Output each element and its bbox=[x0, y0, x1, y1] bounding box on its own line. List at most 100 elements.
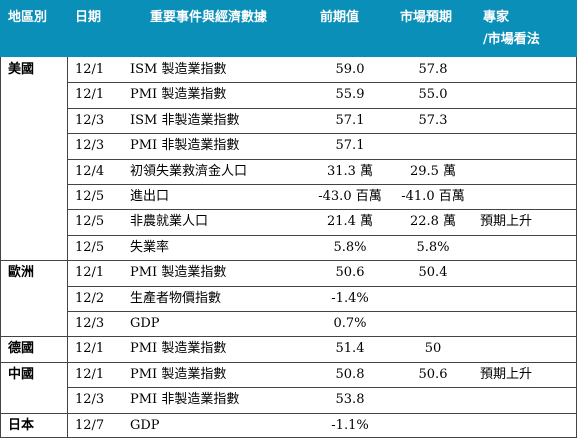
expected-value-cell: 50.6 bbox=[418, 366, 448, 382]
date-cell: 12/1 bbox=[75, 265, 105, 281]
event-cell: GDP bbox=[130, 417, 160, 433]
previous-value-cell: 50.8 bbox=[335, 366, 365, 382]
row-divider bbox=[67, 311, 577, 312]
table-row: 12/5 失業率 5.8% 5.8% bbox=[0, 235, 577, 260]
date-cell: 12/2 bbox=[75, 290, 105, 306]
table-row: 12/1 PMI 製造業指數 55.9 55.0 bbox=[0, 82, 577, 107]
header-event: 重要事件與經濟數據 bbox=[150, 10, 268, 25]
event-cell: PMI 非製造業指數 bbox=[130, 392, 240, 408]
previous-value-cell: 59.0 bbox=[335, 62, 365, 77]
date-cell: 12/1 bbox=[75, 366, 105, 382]
table-row: 美國 12/1 ISM 製造業指數 59.0 57.8 bbox=[0, 57, 577, 82]
expected-value-cell: 57.8 bbox=[418, 62, 448, 77]
table-row: 12/3 ISM 非製造業指數 57.1 57.3 bbox=[0, 108, 577, 133]
date-cell: 12/3 bbox=[75, 112, 105, 128]
row-divider bbox=[67, 108, 577, 109]
expected-value-cell: 50.4 bbox=[418, 265, 448, 281]
previous-value-cell: 57.1 bbox=[335, 138, 365, 154]
row-divider bbox=[67, 133, 577, 134]
date-cell: 12/1 bbox=[75, 341, 105, 357]
row-divider bbox=[67, 184, 577, 185]
previous-value-cell: 55.9 bbox=[335, 87, 365, 103]
group-divider bbox=[0, 336, 577, 337]
previous-value-cell: 53.8 bbox=[335, 392, 365, 408]
table-row: 12/4 初領失業救濟金人口 31.3 萬 29.5 萬 bbox=[0, 159, 577, 184]
event-cell: PMI 製造業指數 bbox=[130, 341, 227, 357]
header-date: 日期 bbox=[75, 10, 102, 25]
date-cell: 12/5 bbox=[75, 239, 105, 255]
expected-value-cell: 5.8% bbox=[416, 239, 450, 255]
event-cell: PMI 製造業指數 bbox=[130, 87, 227, 103]
header-region: 地區別 bbox=[8, 10, 48, 25]
table-row: 12/3 PMI 非製造業指數 57.1 bbox=[0, 133, 577, 158]
header-prev: 前期值 bbox=[320, 10, 360, 25]
table-border-left bbox=[0, 57, 1, 438]
event-cell: 進出口 bbox=[130, 189, 170, 204]
event-cell: GDP bbox=[130, 316, 160, 331]
table-row: 12/5 非農就業人口 21.4 萬 22.8 萬 預期上升 bbox=[0, 209, 577, 234]
group-divider bbox=[0, 413, 577, 414]
event-cell: ISM 製造業指數 bbox=[130, 62, 227, 77]
date-cell: 12/5 bbox=[75, 214, 105, 230]
previous-value-cell: -43.0 百萬 bbox=[318, 189, 382, 204]
previous-value-cell: 50.6 bbox=[335, 265, 365, 281]
expected-value-cell: 50 bbox=[424, 341, 442, 357]
previous-value-cell: 31.3 萬 bbox=[326, 163, 374, 179]
previous-value-cell: 0.7% bbox=[333, 316, 367, 331]
header-expert: 專家 bbox=[483, 10, 510, 25]
group-divider bbox=[0, 260, 577, 261]
table-row: 中國 12/1 PMI 製造業指數 50.8 50.6 預期上升 bbox=[0, 362, 577, 387]
group-divider bbox=[0, 362, 577, 363]
row-divider bbox=[67, 159, 577, 160]
region-cell: 日本 bbox=[8, 417, 35, 433]
event-cell: 生產者物價指數 bbox=[130, 290, 222, 306]
date-cell: 12/5 bbox=[75, 189, 105, 204]
event-cell: 非農就業人口 bbox=[130, 214, 209, 230]
date-cell: 12/7 bbox=[75, 417, 105, 433]
previous-value-cell: 57.1 bbox=[335, 112, 365, 128]
event-cell: PMI 製造業指數 bbox=[130, 366, 227, 382]
table-header: 地區別 日期 重要事件與經濟數據 前期值 市場預期 專家 /市場看法 bbox=[0, 0, 577, 57]
date-cell: 12/3 bbox=[75, 138, 105, 154]
row-divider bbox=[67, 286, 577, 287]
table-row: 歐洲 12/1 PMI 製造業指數 50.6 50.4 bbox=[0, 260, 577, 285]
previous-value-cell: 5.8% bbox=[333, 239, 367, 255]
previous-value-cell: -1.1% bbox=[331, 417, 369, 433]
event-cell: PMI 非製造業指數 bbox=[130, 138, 240, 154]
region-cell: 德國 bbox=[8, 341, 35, 357]
row-divider bbox=[67, 82, 577, 83]
region-cell: 歐洲 bbox=[8, 265, 35, 281]
region-cell: 美國 bbox=[8, 62, 35, 77]
event-cell: PMI 製造業指數 bbox=[130, 265, 227, 281]
table-row: 12/3 PMI 非製造業指數 53.8 bbox=[0, 387, 577, 412]
table-row: 12/3 GDP 0.7% bbox=[0, 311, 577, 336]
table-row: 12/5 進出口 -43.0 百萬 -41.0 百萬 bbox=[0, 184, 577, 209]
expected-value-cell: 22.8 萬 bbox=[409, 214, 457, 230]
date-cell: 12/4 bbox=[75, 163, 105, 179]
event-cell: ISM 非製造業指數 bbox=[130, 112, 240, 128]
date-cell: 12/1 bbox=[75, 87, 105, 103]
expert-view-cell: 預期上升 bbox=[480, 214, 533, 230]
date-cell: 12/1 bbox=[75, 62, 105, 77]
row-divider bbox=[67, 387, 577, 388]
expected-value-cell: 57.3 bbox=[418, 112, 448, 128]
expected-value-cell: -41.0 百萬 bbox=[401, 189, 465, 204]
header-market-view: /市場看法 bbox=[483, 32, 540, 47]
table-row: 12/2 生產者物價指數 -1.4% bbox=[0, 286, 577, 311]
table-row: 德國 12/1 PMI 製造業指數 51.4 50 bbox=[0, 336, 577, 361]
event-cell: 初領失業救濟金人口 bbox=[130, 163, 248, 179]
row-divider bbox=[67, 235, 577, 236]
expected-value-cell: 29.5 萬 bbox=[409, 163, 457, 179]
row-divider bbox=[67, 209, 577, 210]
previous-value-cell: 51.4 bbox=[335, 341, 365, 357]
date-cell: 12/3 bbox=[75, 392, 105, 408]
region-cell: 中國 bbox=[8, 366, 35, 382]
date-cell: 12/3 bbox=[75, 316, 105, 331]
event-cell: 失業率 bbox=[130, 239, 170, 255]
previous-value-cell: -1.4% bbox=[331, 290, 369, 306]
header-expected: 市場預期 bbox=[400, 10, 453, 25]
table-row: 日本 12/7 GDP -1.1% bbox=[0, 413, 577, 438]
expert-view-cell: 預期上升 bbox=[480, 366, 533, 382]
table-border-bottom bbox=[0, 437, 577, 438]
region-column-divider bbox=[67, 57, 68, 438]
